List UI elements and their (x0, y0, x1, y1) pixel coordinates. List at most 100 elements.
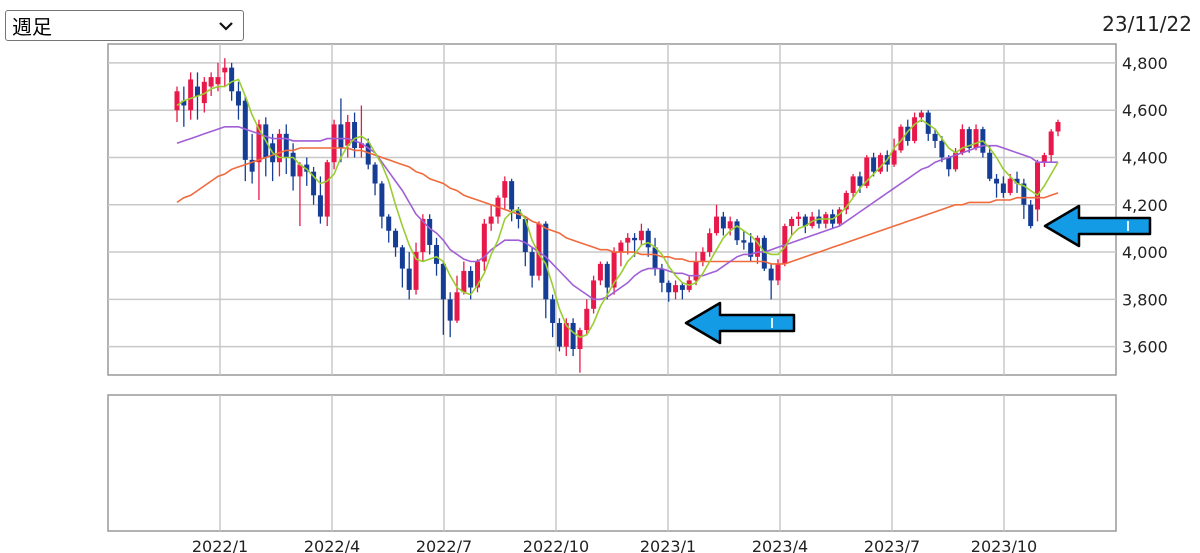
candle-body (836, 209, 842, 224)
candle-body (932, 133, 938, 141)
candle-body (666, 282, 672, 293)
candle-body (365, 143, 371, 165)
candle-body (399, 247, 405, 269)
candle-body (570, 322, 576, 349)
candle-body (563, 322, 569, 347)
candle-body (877, 155, 883, 172)
y-tick-label: 3,800 (1122, 290, 1168, 309)
candle-body (502, 181, 508, 198)
ma-long-line (176, 147, 1059, 265)
candle-body (597, 263, 603, 281)
x-tick-label: 2023/4 (752, 537, 808, 553)
candle-body (543, 223, 549, 300)
candle-body (1055, 122, 1061, 132)
candle-body (768, 268, 774, 281)
candle-body (1028, 204, 1034, 227)
candle-body (959, 129, 965, 153)
candle-body (311, 171, 317, 196)
x-tick-label: 2023/1 (640, 537, 696, 553)
candle-body (673, 285, 679, 293)
candle-body (338, 124, 344, 149)
ma-mid-line (176, 126, 1058, 301)
candle-body (905, 126, 911, 141)
candle-body (632, 237, 638, 241)
candle-body (638, 230, 644, 241)
candle-body (966, 129, 972, 149)
candle-body (707, 233, 713, 253)
candle-body (604, 263, 610, 288)
candle-body (795, 216, 801, 219)
candle-body (468, 270, 474, 288)
candle-body (331, 124, 337, 163)
candle-body (857, 176, 863, 186)
candle-body (229, 67, 235, 92)
candle-body (256, 124, 262, 163)
candle-body (317, 195, 323, 217)
candle-body (775, 263, 781, 281)
candle-body (925, 112, 931, 134)
candle-body (864, 157, 870, 186)
candle-body (474, 261, 480, 288)
annotation-arrow-right (1043, 204, 1152, 248)
candle-body (946, 157, 952, 170)
chart-date: 23/11/22 (1102, 12, 1192, 36)
candle-body (235, 91, 241, 106)
candle-body (222, 67, 228, 73)
candle-body (1035, 162, 1041, 210)
candle-body (249, 159, 255, 172)
candle-body (488, 216, 494, 224)
candle-body (413, 252, 419, 290)
candle-body (734, 221, 740, 241)
candle-body (802, 216, 808, 227)
candle-body (215, 77, 221, 85)
candle-body (816, 216, 822, 224)
x-tick-label: 2022/10 (523, 537, 589, 553)
candle-body (174, 91, 180, 111)
candle-body (290, 152, 296, 177)
candle-body (994, 178, 1000, 184)
candle-body (761, 237, 767, 269)
candle-body (645, 230, 651, 248)
candle-body (352, 122, 358, 149)
y-tick-label: 3,600 (1122, 338, 1168, 357)
annotation-arrow-left (684, 301, 796, 345)
candle-body (918, 112, 924, 118)
candle-body (714, 216, 720, 234)
candle-body (481, 223, 487, 262)
candle-body (379, 183, 385, 217)
y-tick-label: 4,200 (1122, 196, 1168, 215)
candle-body (358, 143, 364, 149)
candle-body (693, 261, 699, 281)
candle-body (276, 133, 282, 163)
candle-body (625, 237, 631, 243)
candle-body (420, 218, 426, 253)
candle-body (1000, 183, 1006, 193)
candle-body (748, 242, 754, 257)
candle-body (386, 216, 392, 231)
y-tick-label: 4,400 (1122, 148, 1168, 167)
candle-body (987, 152, 993, 179)
candle-body (427, 218, 433, 245)
candle-body (536, 223, 542, 276)
candle-body (659, 268, 665, 283)
candle-body (720, 216, 726, 229)
price-panel (107, 43, 1117, 376)
candle-body (891, 150, 897, 165)
x-tick-label: 2023/7 (864, 537, 920, 553)
candle-body (201, 81, 207, 104)
candle-body (556, 322, 562, 347)
candle-body (700, 252, 706, 262)
candle-body (755, 237, 761, 257)
y-tick-label: 4,600 (1122, 101, 1168, 120)
ma-short-line (176, 78, 1059, 339)
candle-body (1007, 178, 1013, 193)
candle-body (912, 117, 918, 141)
y-tick-label: 4,000 (1122, 243, 1168, 262)
candle-body (522, 218, 528, 253)
candle-body (242, 100, 248, 160)
candle-body (372, 164, 378, 184)
period-select[interactable]: 週足 (5, 10, 244, 41)
y-tick-label: 4,800 (1122, 54, 1168, 73)
candle-body (953, 152, 959, 170)
candle-body (509, 181, 515, 210)
